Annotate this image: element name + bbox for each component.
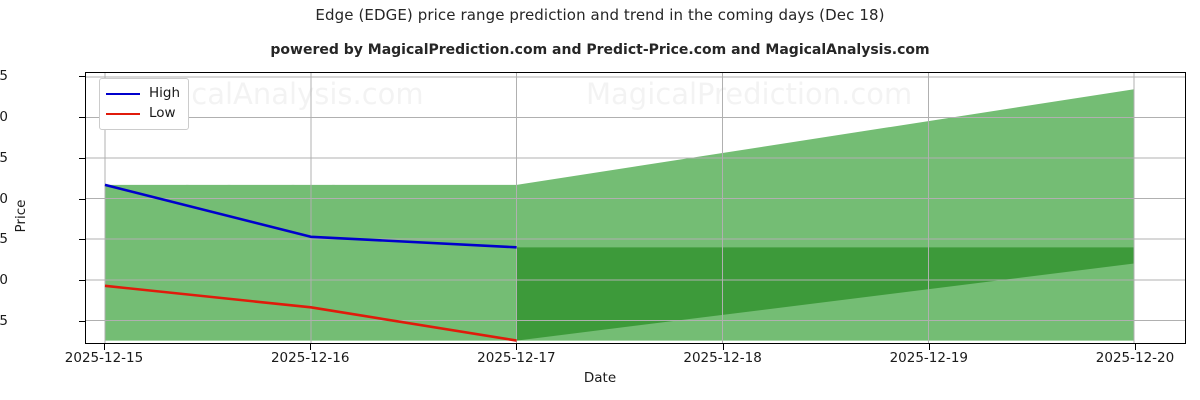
legend-swatch-high (106, 93, 140, 95)
y-tick-label: 0.150 (0, 190, 8, 207)
chart-legend[interactable]: High Low (99, 78, 190, 130)
x-tick-mark (928, 344, 930, 350)
y-tick-label: 0.160 (0, 108, 8, 125)
x-tick-label: 2025-12-16 (270, 350, 350, 366)
y-tick-mark (79, 239, 85, 241)
x-tick-label: 2025-12-19 (889, 350, 969, 366)
y-tick-label: 0.140 (0, 272, 8, 289)
y-axis-label: Price (13, 199, 29, 233)
x-axis-label: Date (583, 370, 617, 386)
x-tick-label: 2025-12-17 (477, 350, 556, 366)
x-tick-mark (104, 344, 105, 350)
chart-subtitle: powered by MagicalPrediction.com and Pre… (270, 42, 930, 58)
x-tick-mark (1135, 344, 1136, 350)
y-tick-mark (79, 280, 85, 282)
x-tick-label: 2025-12-18 (683, 350, 762, 366)
y-tick-mark (79, 321, 85, 323)
y-tick-mark (79, 116, 85, 118)
y-tick-label: 0.145 (0, 231, 8, 248)
legend-item-low: Low (106, 104, 180, 124)
x-tick-mark (722, 344, 724, 350)
legend-label-high: High (149, 85, 181, 102)
y-tick-mark (79, 157, 85, 159)
y-tick-label: 0.155 (0, 149, 8, 166)
legend-label-low: Low (149, 105, 176, 122)
series-group (104, 183, 517, 342)
series-line-high (104, 183, 517, 249)
x-tick-mark (310, 344, 312, 350)
x-tick-label: 2025-12-20 (1095, 350, 1175, 366)
series-line-low (104, 284, 517, 342)
x-tick-label: 2025-12-15 (64, 350, 144, 366)
chart-title: Edge (EDGE) price range prediction and t… (315, 6, 885, 24)
plot-area: MagicalAnalysis.com MagicalPrediction.co… (85, 72, 1186, 344)
y-tick-label: 0.135 (0, 313, 8, 330)
gridlines-group (86, 73, 1185, 343)
y-tick-label: 0.165 (0, 68, 8, 85)
legend-item-high: High (106, 84, 180, 104)
legend-swatch-low (106, 113, 140, 115)
bands-group (104, 89, 1135, 341)
x-tick-mark (516, 344, 518, 350)
plot-svg (86, 73, 1185, 343)
y-tick-mark (79, 76, 85, 78)
inner-range-band (516, 247, 1135, 341)
y-tick-mark (79, 198, 85, 200)
